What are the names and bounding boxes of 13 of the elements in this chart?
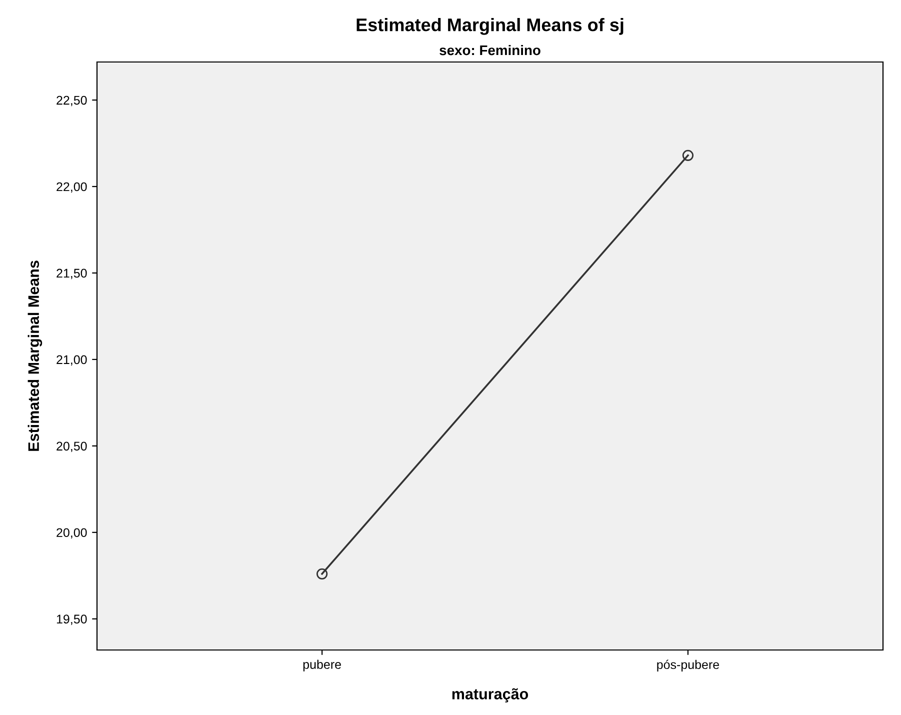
x-tick-label: pós-pubere [657,660,720,672]
y-tick-label: 19,50 [56,614,87,625]
chart-subtitle: sexo: Feminino [440,44,540,56]
y-axis-title: Estimated Marginal Means [28,260,42,451]
chart-title: Estimated Marginal Means of sj [356,18,624,35]
x-axis-title: maturação [452,688,528,702]
x-tick-label: pubere [303,660,341,672]
y-tick-label: 20,50 [56,442,87,452]
y-tick-label: 22,00 [56,182,87,193]
y-tick-label: 22,50 [56,96,87,106]
y-tick-label: 20,00 [56,528,87,539]
y-tick-label: 21,00 [56,355,87,366]
y-tick-label: 21,50 [56,268,87,280]
